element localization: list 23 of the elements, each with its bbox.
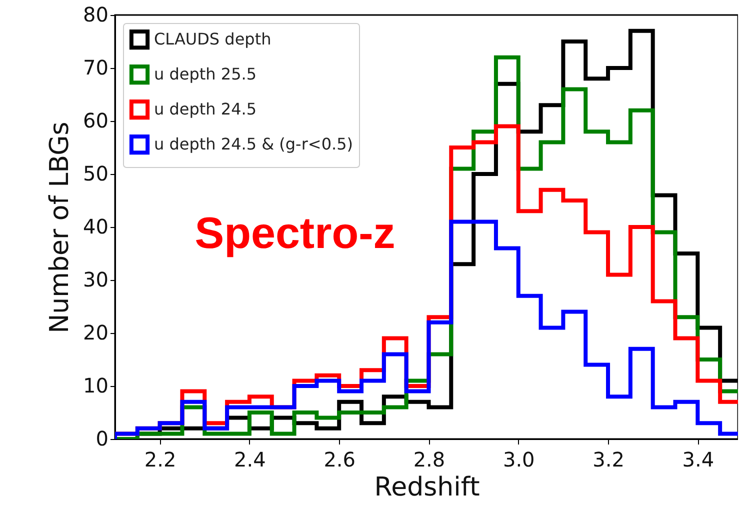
legend-label: u depth 24.5 & (g-r<0.5) [154, 134, 353, 154]
y-tick-label: 40 [83, 214, 108, 238]
x-tick-label: 2.4 [234, 448, 266, 472]
x-axis-title: Redshift [374, 472, 480, 502]
legend-label: u depth 24.5 [154, 100, 257, 118]
legend-label: u depth 25.5 [154, 64, 257, 84]
x-tick-label: 2.2 [144, 448, 176, 472]
x-tick-label: 3.4 [682, 448, 714, 472]
y-tick-label: 50 [83, 162, 108, 186]
y-tick-label: 10 [83, 374, 108, 398]
y-tick-label: 60 [83, 108, 108, 132]
legend-label: CLAUDS depth [154, 30, 272, 48]
y-tick-label: 0 [96, 426, 108, 450]
x-tick-label: 3.0 [502, 448, 535, 472]
y-tick-label: 20 [83, 320, 108, 344]
x-tick-label: 2.8 [413, 448, 446, 472]
y-axis-title: Number of LBGs [45, 122, 76, 334]
x-tick-label: 3.2 [592, 448, 624, 472]
y-tick-label: 70 [83, 56, 108, 80]
y-tick-label: 30 [83, 268, 108, 292]
y-tick-label: 80 [83, 2, 108, 26]
x-tick-label: 2.6 [324, 448, 356, 472]
annotation: Spectro-z [194, 209, 396, 258]
